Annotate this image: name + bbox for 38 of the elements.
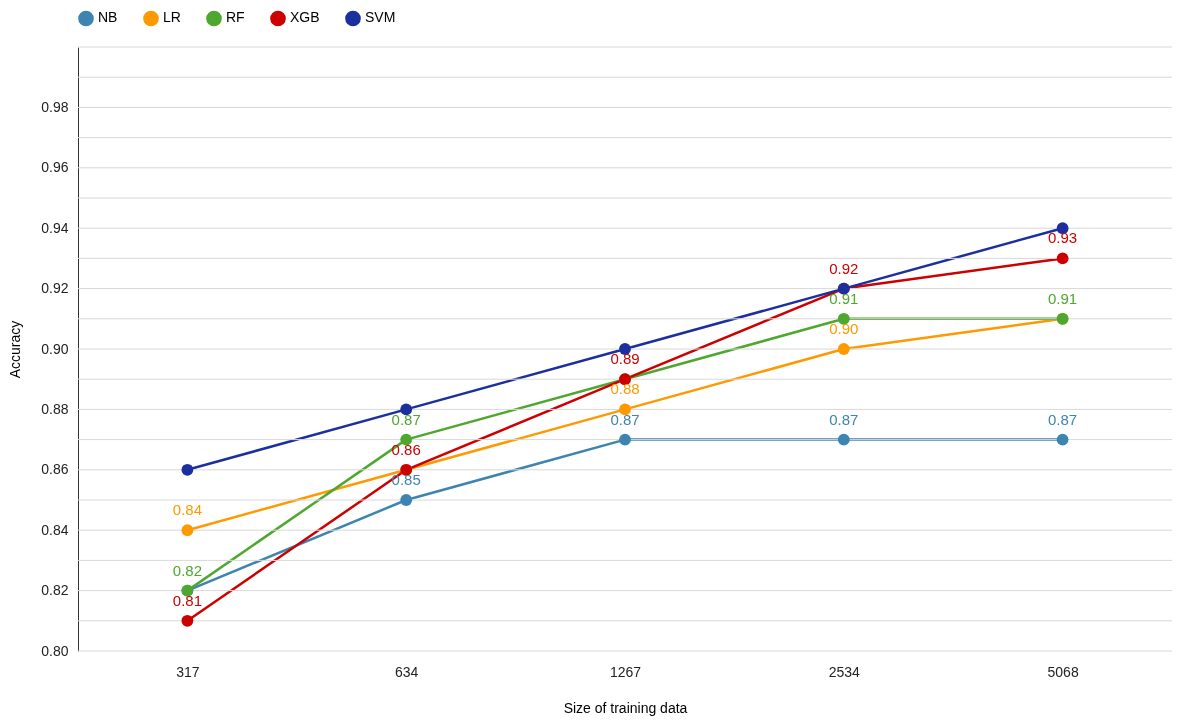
data-label: 0.89 [610,350,640,368]
legend-label: NB [98,9,118,26]
y-tick-label: 0.84 [41,521,69,538]
data-label: 0.87 [1048,410,1078,428]
legend-label: LR [163,9,181,26]
y-tick-label: 0.94 [41,219,69,236]
x-tick-label: 1267 [609,663,642,680]
legend-label: XGB [290,9,320,26]
data-label: 0.86 [391,440,421,458]
y-tick-label: 0.82 [41,582,69,599]
x-axis-title: Size of training data [563,699,688,716]
data-label: 0.81 [172,591,202,609]
y-axis-title: Accuracy [7,320,24,379]
legend-label: RF [226,9,245,26]
x-tick-label: 634 [395,663,419,680]
y-tick-label: 0.90 [41,340,69,357]
legend-label: SVM [365,9,396,26]
data-label: 0.87 [610,410,640,428]
data-label: 0.87 [829,410,859,428]
data-label: 0.84 [172,501,202,519]
data-label: 0.92 [829,259,859,277]
data-label: 0.91 [1048,289,1078,307]
y-tick-label: 0.86 [41,461,69,478]
y-tick-label: 0.96 [41,159,69,176]
y-tick-label: 0.88 [41,400,69,417]
data-label: 0.91 [829,289,859,307]
data-label: 0.93 [1048,229,1078,247]
data-label: 0.87 [391,410,421,428]
y-tick-label: 0.80 [41,642,69,659]
data-label: 0.82 [172,561,202,579]
x-tick-label: 2534 [828,663,861,680]
data-label: 0.88 [610,380,640,398]
x-tick-label: 5068 [1047,663,1079,680]
x-tick-label: 317 [176,663,200,680]
data-label: 0.90 [829,320,859,337]
y-tick-label: 0.92 [41,280,69,297]
y-tick-label: 0.98 [41,98,69,115]
data-label: 0.85 [391,471,421,488]
